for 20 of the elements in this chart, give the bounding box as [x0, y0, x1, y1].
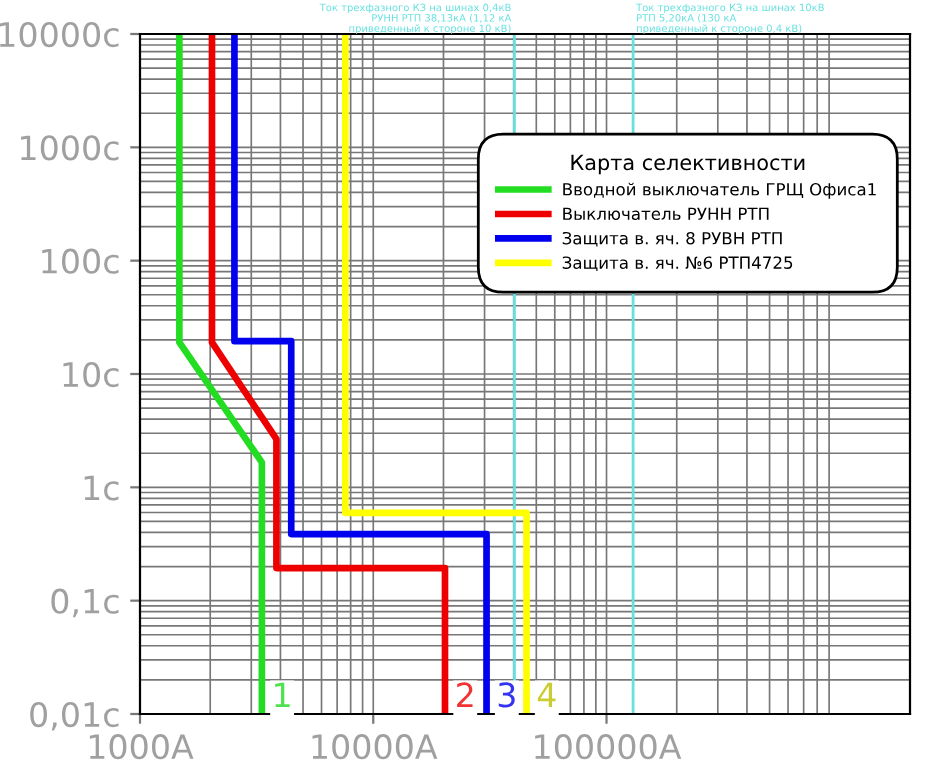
annotation: 4: [537, 682, 556, 708]
line-series: [176, 34, 266, 714]
y-tick-label: 0,01с: [30, 701, 119, 731]
annotation: 3: [498, 682, 515, 708]
y-tick-label: 10000с: [0, 21, 119, 48]
x-tick-label: 1000А: [89, 734, 194, 760]
y-tick-label: 1000с: [21, 135, 119, 161]
y-tick-label: 0,1с: [51, 588, 119, 618]
legend-label: Защита в. яч. 8 РУВН РТП: [562, 231, 782, 247]
y-tick-label: 10с: [63, 361, 119, 388]
annotation: 1: [275, 682, 290, 708]
annotation: 2: [457, 682, 473, 708]
legend-label: Выключатель РУНН РТП: [563, 207, 769, 221]
y-tick-label: 100с: [42, 248, 119, 274]
legend-label: Защита в. яч. №6 РТП4725: [562, 256, 793, 272]
legend-label: Вводной выключатель ГРЩ Офиса1: [563, 182, 876, 199]
x-tick-label: 10000А: [312, 734, 438, 760]
x-tick-label: 100000А: [535, 734, 682, 760]
y-tick-label: 1с: [84, 475, 119, 501]
legend-title: Карта селективности: [571, 154, 805, 175]
